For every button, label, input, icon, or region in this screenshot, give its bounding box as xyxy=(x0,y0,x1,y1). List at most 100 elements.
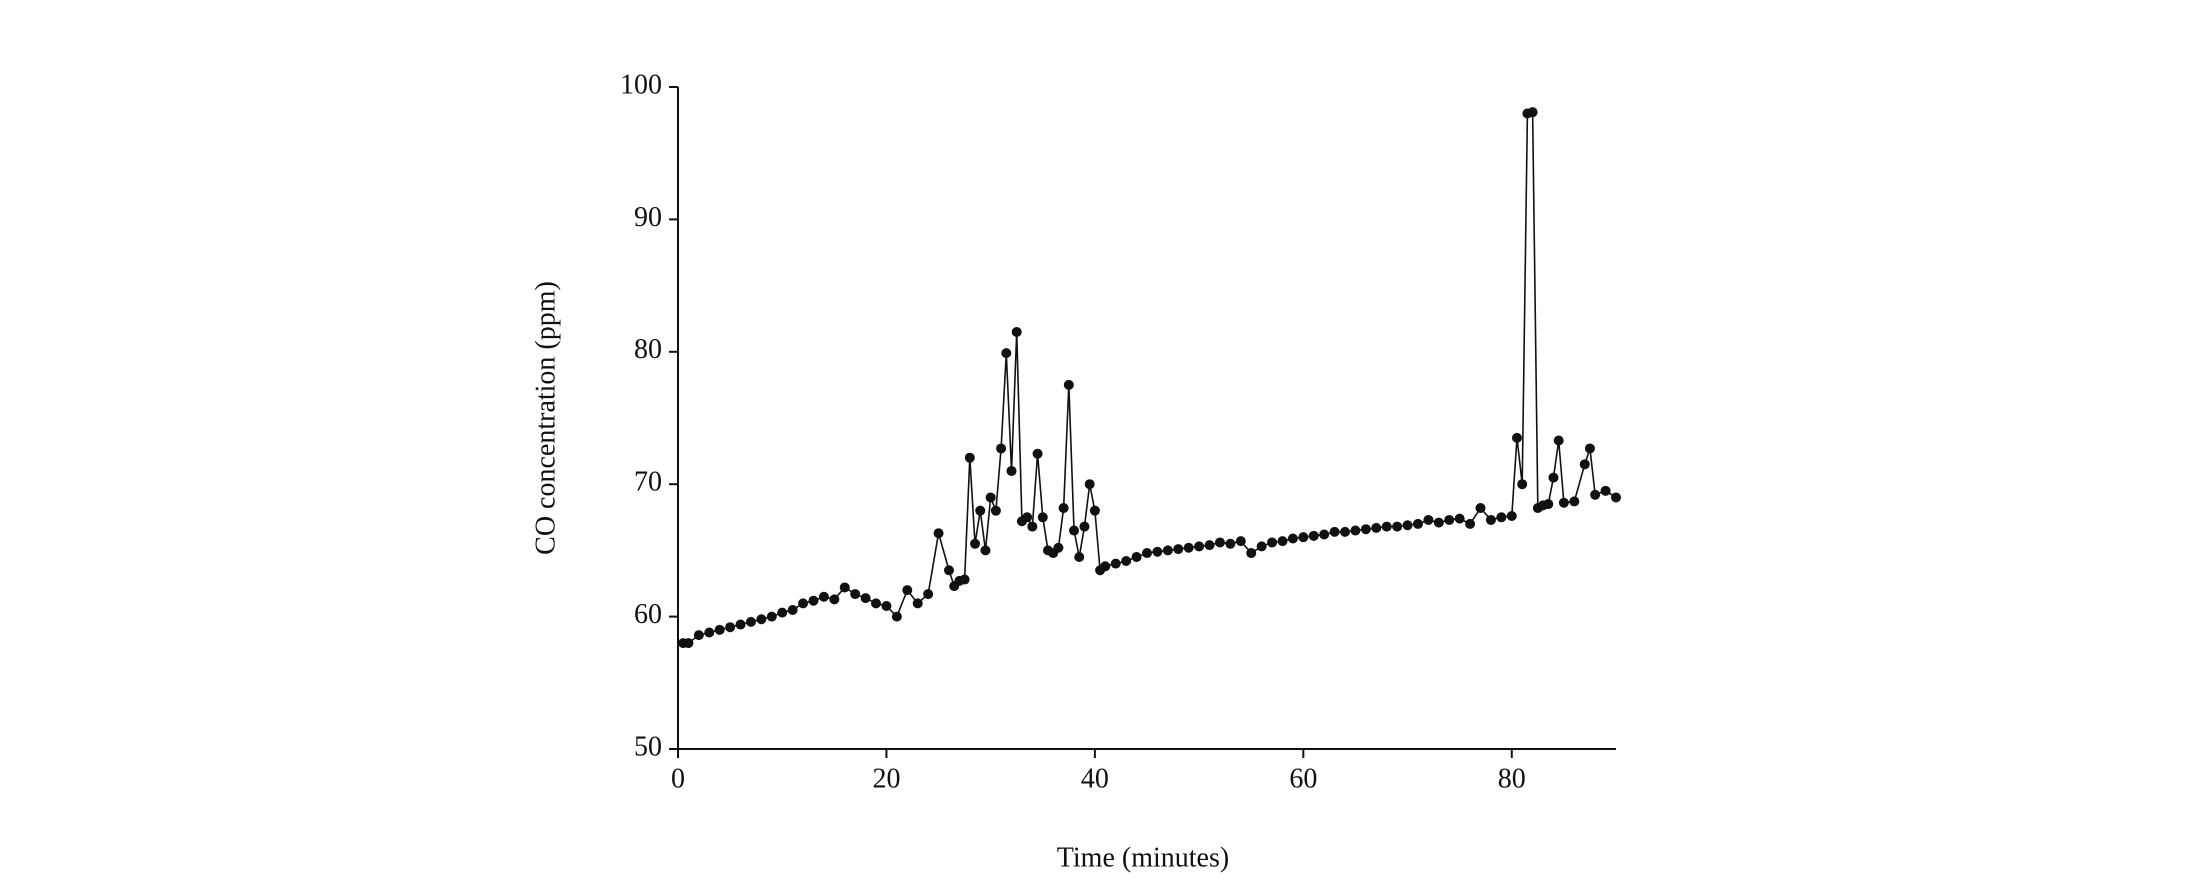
data-point xyxy=(1412,518,1423,529)
x-tick-label: 20 xyxy=(872,763,900,794)
data-point xyxy=(1079,521,1090,532)
data-point xyxy=(1579,459,1590,470)
data-point xyxy=(1454,513,1465,524)
data-point xyxy=(881,601,892,612)
data-point xyxy=(1600,485,1611,496)
data-point xyxy=(1204,540,1215,551)
data-point xyxy=(1084,479,1095,490)
data-point xyxy=(1110,558,1121,569)
data-point xyxy=(766,611,777,622)
data-point xyxy=(1465,518,1476,529)
data-point xyxy=(1001,348,1012,359)
data-point xyxy=(745,616,756,627)
x-tick-label: 60 xyxy=(1289,763,1317,794)
data-point xyxy=(996,443,1007,454)
data-point xyxy=(850,589,861,600)
data-point xyxy=(1527,107,1538,118)
data-point xyxy=(1553,435,1564,446)
data-point xyxy=(1511,432,1522,443)
data-point xyxy=(943,565,954,576)
data-point xyxy=(860,593,871,604)
y-tick-label: 80 xyxy=(634,334,662,365)
data-point xyxy=(1069,525,1080,536)
data-point xyxy=(959,574,970,585)
data-point xyxy=(1225,538,1236,549)
data-point xyxy=(1517,479,1528,490)
data-point xyxy=(1475,503,1486,514)
y-tick-label: 60 xyxy=(634,599,662,630)
data-point xyxy=(1543,499,1554,510)
data-point xyxy=(923,589,934,600)
x-tick-label: 40 xyxy=(1081,763,1109,794)
data-point xyxy=(964,452,975,463)
data-point xyxy=(1162,545,1173,556)
data-point xyxy=(1485,514,1496,525)
data-point xyxy=(1329,526,1340,537)
y-tick-label: 70 xyxy=(634,467,662,498)
data-point xyxy=(871,598,882,609)
data-point xyxy=(1350,525,1361,536)
data-point xyxy=(1032,448,1043,459)
data-point xyxy=(798,598,809,609)
data-point xyxy=(985,492,996,503)
data-point xyxy=(693,630,704,641)
data-point xyxy=(735,619,746,630)
data-point xyxy=(704,627,715,638)
data-line xyxy=(683,111,1617,644)
data-point xyxy=(1558,497,1569,508)
data-point xyxy=(1235,536,1246,547)
data-point xyxy=(1392,521,1403,532)
data-point xyxy=(1277,536,1288,547)
data-point xyxy=(1423,514,1434,525)
data-point xyxy=(1569,496,1580,507)
data-point xyxy=(1371,522,1382,533)
data-point xyxy=(1287,533,1298,544)
data-point xyxy=(1402,520,1413,531)
data-point xyxy=(808,595,819,606)
data-point xyxy=(839,582,850,593)
data-point xyxy=(1074,552,1085,563)
data-point xyxy=(777,607,788,618)
x-axis-label: Time (minutes) xyxy=(1057,842,1229,873)
data-point xyxy=(1214,537,1225,548)
data-point xyxy=(1121,555,1132,566)
data-point xyxy=(1011,326,1022,337)
data-point xyxy=(1256,541,1267,552)
data-point xyxy=(1022,512,1033,523)
data-point xyxy=(1027,521,1038,532)
y-axis-label: CO concentration (ppm) xyxy=(530,281,561,555)
data-point xyxy=(1548,472,1559,483)
data-point xyxy=(1611,492,1621,503)
x-tick-label: 80 xyxy=(1498,763,1526,794)
data-point xyxy=(725,622,736,633)
data-point xyxy=(1444,514,1455,525)
data-point xyxy=(1063,379,1074,390)
data-point xyxy=(1152,546,1163,557)
data-point xyxy=(902,585,913,596)
data-point xyxy=(980,545,991,556)
data-point xyxy=(1183,542,1194,553)
data-point xyxy=(990,505,1001,516)
data-point xyxy=(1298,532,1309,543)
data-point xyxy=(1131,552,1142,563)
data-point xyxy=(714,624,725,635)
data-point xyxy=(1319,529,1330,540)
data-point xyxy=(1053,542,1064,553)
data-point xyxy=(1506,510,1517,521)
data-point xyxy=(970,538,981,549)
data-point xyxy=(933,528,944,539)
data-point xyxy=(1360,524,1371,535)
data-point xyxy=(818,591,829,602)
data-point xyxy=(1058,503,1069,514)
data-point xyxy=(1433,517,1444,528)
data-point xyxy=(1246,548,1257,559)
data-point xyxy=(1089,505,1100,516)
data-point xyxy=(1037,512,1048,523)
data-point xyxy=(1142,548,1152,559)
data-point xyxy=(1584,443,1595,454)
data-point xyxy=(1006,465,1017,476)
data-point xyxy=(1590,489,1601,500)
x-tick-label: 0 xyxy=(671,763,685,794)
data-point xyxy=(1340,526,1351,537)
